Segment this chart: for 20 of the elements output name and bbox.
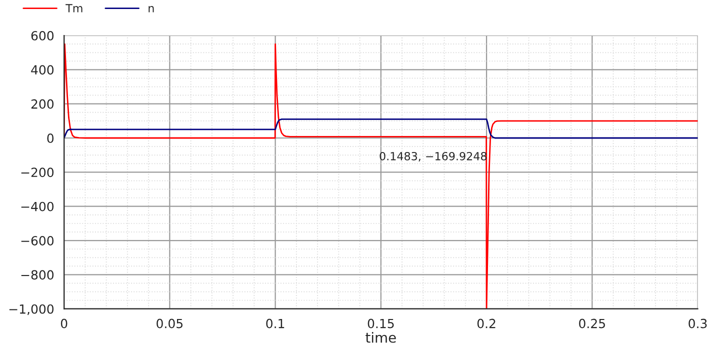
y-tick-label: 200 bbox=[31, 99, 54, 109]
x-tick-label: 0.15 bbox=[368, 318, 394, 328]
x-tick-label: 0.3 bbox=[688, 318, 707, 328]
y-tick-label: −1,000 bbox=[9, 304, 54, 316]
y-tick-label: 600 bbox=[31, 30, 54, 40]
y-tick-label: 400 bbox=[31, 65, 54, 75]
legend-label: Tm bbox=[66, 4, 82, 12]
y-tick-label: −400 bbox=[21, 202, 54, 212]
x-axis-title: time bbox=[366, 332, 396, 343]
line-series bbox=[64, 118, 698, 139]
x-tick-label: 0 bbox=[60, 318, 68, 328]
y-tick-label: 0 bbox=[47, 133, 54, 143]
x-tick-label: 0.1 bbox=[266, 318, 284, 328]
x-tick-label: 0.25 bbox=[579, 318, 605, 328]
y-tick-label: −200 bbox=[21, 168, 54, 178]
legend-label: n bbox=[148, 6, 154, 12]
y-tick-label: −800 bbox=[21, 270, 54, 280]
x-tick-label: 0.2 bbox=[477, 318, 496, 328]
y-tick-label: −600 bbox=[21, 236, 54, 246]
x-tick-label: 0.05 bbox=[156, 318, 183, 328]
